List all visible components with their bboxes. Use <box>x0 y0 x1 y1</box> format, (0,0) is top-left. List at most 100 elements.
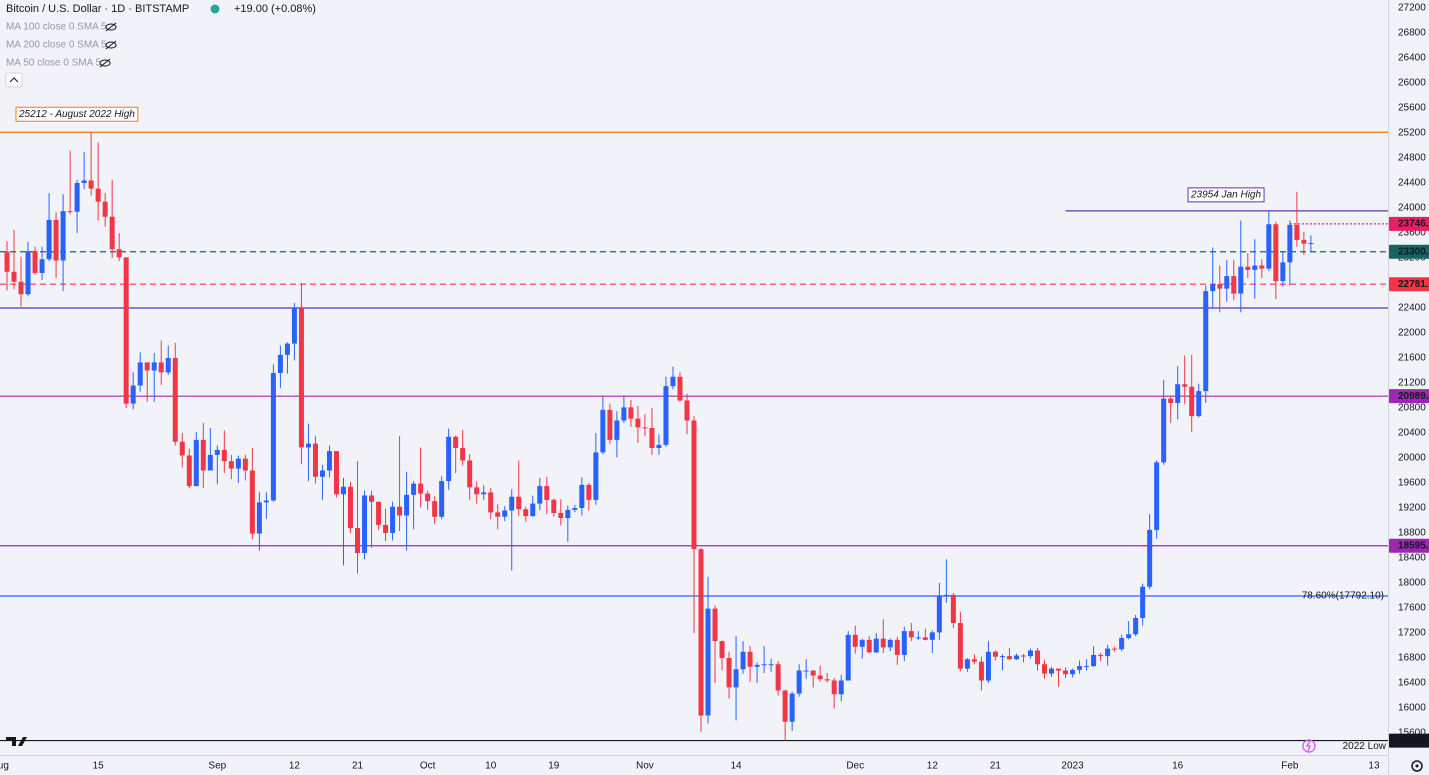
candle-body <box>992 651 998 657</box>
candle-body <box>1098 654 1104 657</box>
candle-body <box>586 484 592 500</box>
candle-body <box>172 358 178 442</box>
candle-body <box>964 659 970 669</box>
candle-body <box>200 439 206 471</box>
x-tick-label: Oct <box>420 761 436 772</box>
candle-body <box>817 675 823 680</box>
candle-body <box>369 495 375 502</box>
indicator-label[interactable]: MA 200 close 0 SMA 5 <box>6 40 107 51</box>
candle-body <box>207 454 213 471</box>
candle-body <box>1287 224 1293 263</box>
candle-body <box>1070 669 1076 675</box>
candle-body <box>312 443 318 477</box>
candle-body <box>277 354 283 373</box>
y-tick-label: 23600 <box>1398 228 1426 239</box>
candle-body <box>1238 266 1244 294</box>
level-annotation: 23954 Jan High <box>1190 190 1261 201</box>
candle-body <box>733 669 739 688</box>
candle-body <box>453 436 459 448</box>
candle-body <box>1133 618 1139 635</box>
y-tick-label: 20000 <box>1398 453 1426 464</box>
candle-body <box>957 623 963 669</box>
candle-body <box>1161 398 1167 463</box>
candle-body <box>333 451 339 495</box>
candle-body <box>915 637 921 639</box>
candle-body <box>11 271 17 282</box>
candle-body <box>319 470 325 477</box>
indicator-label[interactable]: MA 50 close 0 SMA 5 <box>6 58 101 69</box>
candle-body <box>39 259 45 273</box>
candle-body <box>684 400 690 421</box>
candle-body <box>866 639 872 653</box>
y-tick-label: 17200 <box>1398 628 1426 639</box>
candle-body <box>719 641 725 658</box>
x-tick-label: 2023 <box>1061 761 1084 772</box>
candle-body <box>495 512 501 517</box>
candle-body <box>298 308 304 448</box>
x-tick-label: 12 <box>927 761 939 772</box>
candle-body <box>908 631 914 638</box>
y-tick-label: 21600 <box>1398 353 1426 364</box>
candle-body <box>32 251 38 273</box>
candle-body <box>691 420 697 550</box>
candle-body <box>635 418 641 428</box>
x-tick-label: 15 <box>93 761 105 772</box>
candle-body <box>1308 243 1314 244</box>
price-label-bg <box>1389 244 1429 259</box>
candle-body <box>74 183 80 212</box>
candle-body <box>579 484 585 508</box>
candle-body <box>376 501 382 525</box>
candle-body <box>565 509 571 518</box>
alert-icon[interactable] <box>1302 739 1316 753</box>
candle-body <box>53 219 59 261</box>
candle-body <box>228 461 234 469</box>
x-tick-label: Dec <box>846 761 864 772</box>
price-label: 15479.0 <box>1398 735 1429 746</box>
candle-body <box>109 216 115 250</box>
market-status-dot[interactable] <box>210 4 220 14</box>
candle-body <box>249 470 255 534</box>
candle-body <box>796 670 802 694</box>
tradingview-logo[interactable] <box>6 737 27 746</box>
y-tick-label: 20800 <box>1398 403 1426 414</box>
candle-body <box>383 524 389 533</box>
candle-body <box>418 483 424 494</box>
candle-body <box>432 501 438 517</box>
candle-body <box>873 638 879 653</box>
symbol-title[interactable]: Bitcoin / U.S. Dollar · 1D · BITSTAMP <box>6 3 189 15</box>
candle-body <box>747 651 753 667</box>
candle-body <box>712 608 718 642</box>
y-tick-label: 26000 <box>1398 78 1426 89</box>
candle-body <box>411 483 417 495</box>
eye-off-icon[interactable] <box>99 22 117 68</box>
candle-body <box>880 638 886 648</box>
x-tick-label: 21 <box>352 761 364 772</box>
candle-body <box>179 441 185 456</box>
candle-body <box>516 496 522 510</box>
candle-body <box>1189 386 1195 417</box>
candle-body <box>1105 648 1111 657</box>
price-label-bg <box>1389 538 1429 553</box>
collapse-legend-button[interactable] <box>5 72 23 88</box>
candle-body <box>235 458 241 469</box>
candle-body <box>1301 239 1307 244</box>
indicator-label[interactable]: MA 100 close 0 SMA 5 <box>6 22 107 33</box>
annotation-box <box>1187 187 1265 203</box>
candle-body <box>18 281 24 295</box>
candle-body <box>1196 391 1202 417</box>
price-label: 23300.0 <box>1398 246 1429 257</box>
candle-body <box>1294 224 1300 240</box>
y-tick-label: 26400 <box>1398 53 1426 64</box>
candle-body <box>838 680 844 695</box>
candle-body <box>1126 634 1132 638</box>
candle-body <box>1034 650 1040 665</box>
y-tick-label: 19600 <box>1398 478 1426 489</box>
x-tick-label: 19 <box>548 761 560 772</box>
candle-body <box>1273 224 1279 282</box>
y-tick-label: 18400 <box>1398 553 1426 564</box>
settings-icon[interactable] <box>1411 760 1423 772</box>
level-annotation: 78.60%(17792.10) <box>1302 591 1384 602</box>
x-tick-label: 12 <box>289 761 301 772</box>
candle-body <box>467 460 473 488</box>
